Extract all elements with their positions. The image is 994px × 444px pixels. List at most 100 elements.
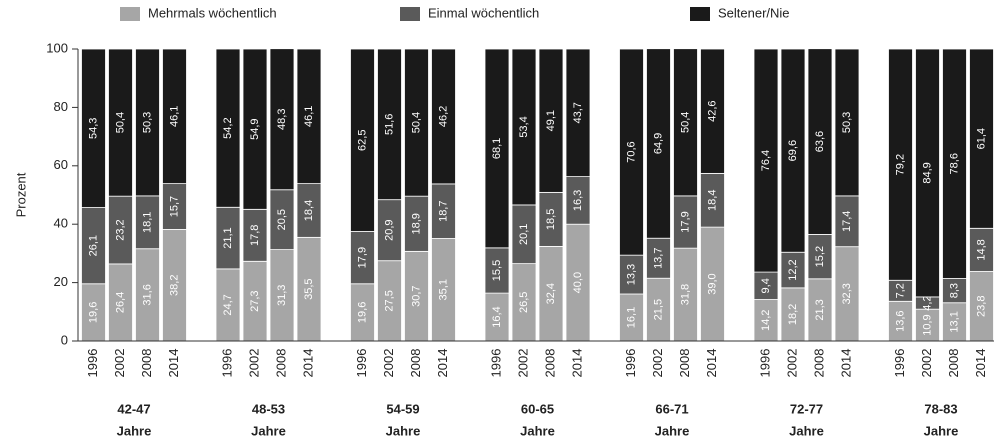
bar-segment [834, 195, 860, 248]
legend-swatch [690, 7, 710, 21]
x-tick-label: 1996 [488, 349, 503, 378]
value-label: 16,4 [491, 306, 503, 327]
bar-segment [538, 48, 564, 193]
bar-segment [646, 277, 671, 342]
value-label: 20,9 [383, 219, 395, 240]
bar-segment [700, 226, 725, 342]
value-label: 49,1 [545, 110, 557, 131]
x-tick-label: 1996 [85, 349, 100, 378]
bar-segment [619, 254, 644, 295]
value-label: 23,2 [114, 219, 126, 240]
value-label: 20,1 [518, 224, 530, 245]
bar-segment [296, 48, 322, 185]
bar-segment [834, 246, 860, 342]
x-tick-label: 2014 [300, 349, 315, 378]
bar-segment [242, 260, 268, 342]
value-label: 79,2 [894, 154, 906, 175]
x-tick-label: 1996 [354, 349, 369, 378]
bar-segment [215, 206, 241, 270]
group-label: 42-47 [117, 401, 150, 416]
bar-segment [484, 292, 510, 342]
value-label: 39,0 [706, 273, 718, 294]
bar-segment [135, 248, 160, 342]
group-label: 66-71 [655, 401, 688, 416]
group-label: 78-83 [924, 401, 957, 416]
value-label: 21,3 [814, 299, 826, 320]
value-label: 4,2 [921, 295, 933, 310]
value-label: 84,9 [921, 162, 933, 183]
value-label: 21,1 [222, 227, 234, 248]
value-label: 50,3 [841, 112, 853, 133]
bar-segment [215, 48, 241, 208]
value-label: 38,2 [168, 275, 180, 296]
value-label: 35,1 [437, 279, 449, 300]
legend-label: Mehrmals wöchentlich [148, 5, 277, 20]
bar-segment [753, 48, 779, 273]
group-label: 48-53 [252, 401, 285, 416]
legend-label: Seltener/Nie [718, 5, 790, 20]
value-label: 54,3 [87, 118, 99, 139]
bar-segment [108, 195, 133, 265]
value-label: 8,3 [948, 283, 960, 298]
value-label: 54,2 [222, 117, 234, 138]
bar-segment [108, 48, 133, 197]
bar-segment [162, 229, 187, 342]
bar-segment [753, 299, 779, 342]
bar-segment [538, 245, 564, 342]
value-label: 18,7 [437, 200, 449, 221]
value-label: 78,6 [948, 153, 960, 174]
bar-segment [807, 234, 833, 280]
value-label: 17,9 [679, 211, 691, 232]
value-label: 69,6 [787, 140, 799, 161]
bar-segment [619, 48, 644, 256]
value-label: 64,9 [652, 133, 664, 154]
value-label: 10,9 [921, 314, 933, 335]
value-label: 18,4 [706, 190, 718, 211]
bar-segment [135, 48, 160, 197]
value-label: 30,7 [410, 285, 422, 306]
x-tick-label: 2008 [811, 349, 826, 378]
x-tick-label: 2008 [946, 349, 961, 378]
bar-segment [565, 176, 591, 225]
y-tick-label: 80 [54, 99, 68, 114]
value-label: 15,2 [814, 246, 826, 267]
value-label: 13,3 [625, 264, 637, 285]
bar-segment [242, 208, 268, 262]
x-tick-label: 2008 [408, 349, 423, 378]
bar-segment [942, 278, 967, 304]
group-sublabel: Jahre [924, 423, 959, 438]
value-label: 40,0 [572, 272, 584, 293]
y-axis-label: Prozent [13, 172, 28, 217]
bar-segment [135, 195, 160, 250]
bar-segment [565, 223, 591, 342]
value-label: 24,7 [222, 294, 234, 315]
x-tick-label: 2002 [515, 349, 530, 378]
group-label: 72-77 [790, 401, 823, 416]
x-tick-label: 2002 [650, 349, 665, 378]
bar-segment [915, 48, 940, 298]
value-label: 26,4 [114, 292, 126, 313]
bar-segment [81, 207, 106, 285]
x-tick-label: 2008 [273, 349, 288, 378]
value-label: 54,9 [249, 118, 261, 139]
y-tick-label: 0 [61, 332, 68, 347]
group-sublabel: Jahre [386, 423, 421, 438]
value-label: 18,5 [545, 209, 557, 230]
value-label: 13,6 [894, 310, 906, 331]
bar-segment [673, 195, 698, 249]
bar-segment [162, 183, 187, 230]
bar-segment [969, 227, 994, 272]
value-label: 43,7 [572, 102, 584, 123]
bar-segment [484, 48, 510, 249]
legend-swatch [120, 7, 140, 21]
x-tick-label: 2014 [973, 349, 988, 378]
x-tick-label: 2014 [704, 349, 719, 378]
x-tick-label: 2002 [112, 349, 127, 378]
value-label: 13,1 [948, 311, 960, 332]
value-label: 46,2 [437, 106, 449, 127]
x-tick-label: 2008 [677, 349, 692, 378]
x-tick-label: 2014 [166, 349, 181, 378]
bar-segment [753, 271, 779, 300]
bar-segment [404, 48, 429, 197]
value-label: 70,6 [625, 141, 637, 162]
